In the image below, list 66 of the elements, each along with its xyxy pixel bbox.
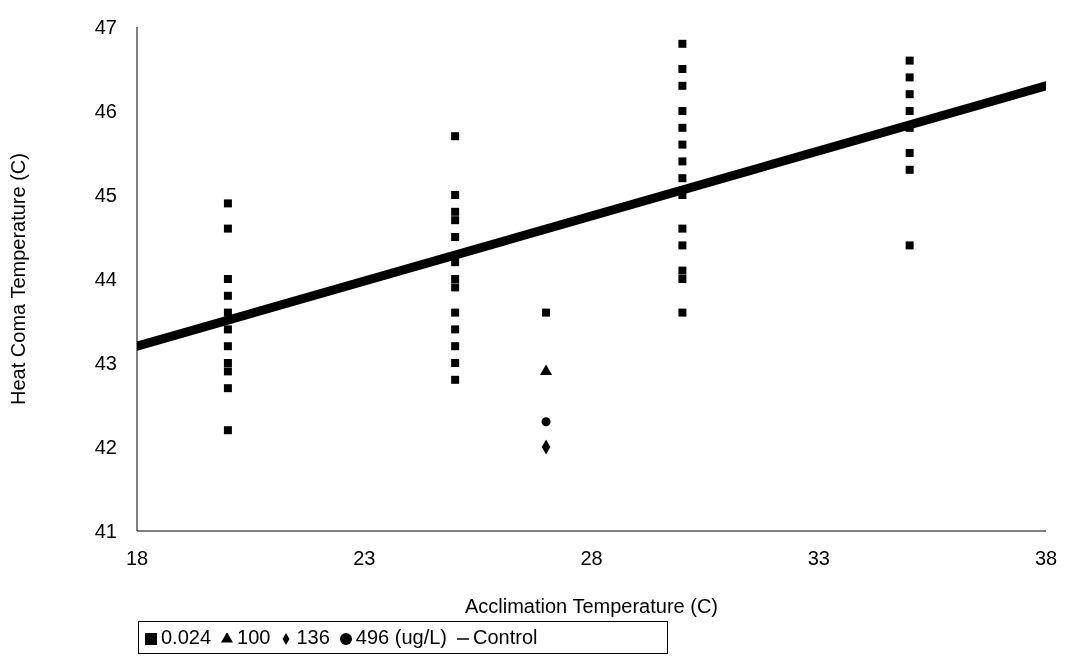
y-axis-title: Heat Coma Temperature (C) [7,153,30,405]
point [451,359,460,367]
point [223,224,232,233]
point [223,426,232,435]
y-tick-label: 41 [94,520,117,543]
point [678,81,687,90]
y-tick-label: 44 [94,268,117,291]
point [678,123,687,132]
point [678,266,687,275]
x-tick-label: 28 [580,547,603,570]
point [905,165,914,174]
point [223,275,232,283]
point [451,375,460,384]
point [678,308,687,317]
point [678,241,687,250]
point [905,56,914,65]
point [451,342,460,351]
point [451,325,460,334]
y-tick-label: 45 [94,184,117,207]
x-axis-title: Acclimation Temperature (C) [464,595,719,617]
point [223,308,232,317]
point [678,140,687,149]
point [678,65,687,73]
point [223,325,232,334]
x-tick-label: 38 [1034,547,1058,570]
point [451,207,460,216]
point [223,342,232,351]
point [678,275,687,283]
point [678,224,687,233]
point [451,216,460,225]
legend-label: 100 [237,626,271,648]
legend-label: Control [472,626,538,648]
point [542,308,551,317]
point [678,107,687,115]
y-tick-label: 42 [94,436,117,459]
point [223,291,232,300]
point [905,90,914,99]
legend-label: 0.024 [161,626,212,648]
legend-label: 136 [296,626,330,648]
y-tick-label: 47 [94,16,117,39]
point [678,157,687,166]
x-tick-label: 18 [125,547,149,570]
point [905,149,914,157]
point [905,73,914,82]
point [451,132,460,141]
point [451,275,460,283]
point [223,367,232,376]
point [451,191,460,199]
point [678,39,687,48]
y-tick-label: 43 [94,352,117,375]
point [541,417,551,427]
point [451,233,460,241]
point [905,241,914,250]
x-tick-label: 23 [353,547,376,570]
point [539,364,553,375]
point [678,174,687,183]
y-tick-label: 46 [94,100,117,123]
point [223,199,232,208]
legend-label: 496 (ug/L) [355,626,447,648]
x-tick-label: 33 [807,547,830,570]
point [223,384,232,393]
point [451,258,460,267]
point [905,107,914,115]
point [451,283,460,292]
point [451,308,460,317]
point [223,359,232,367]
